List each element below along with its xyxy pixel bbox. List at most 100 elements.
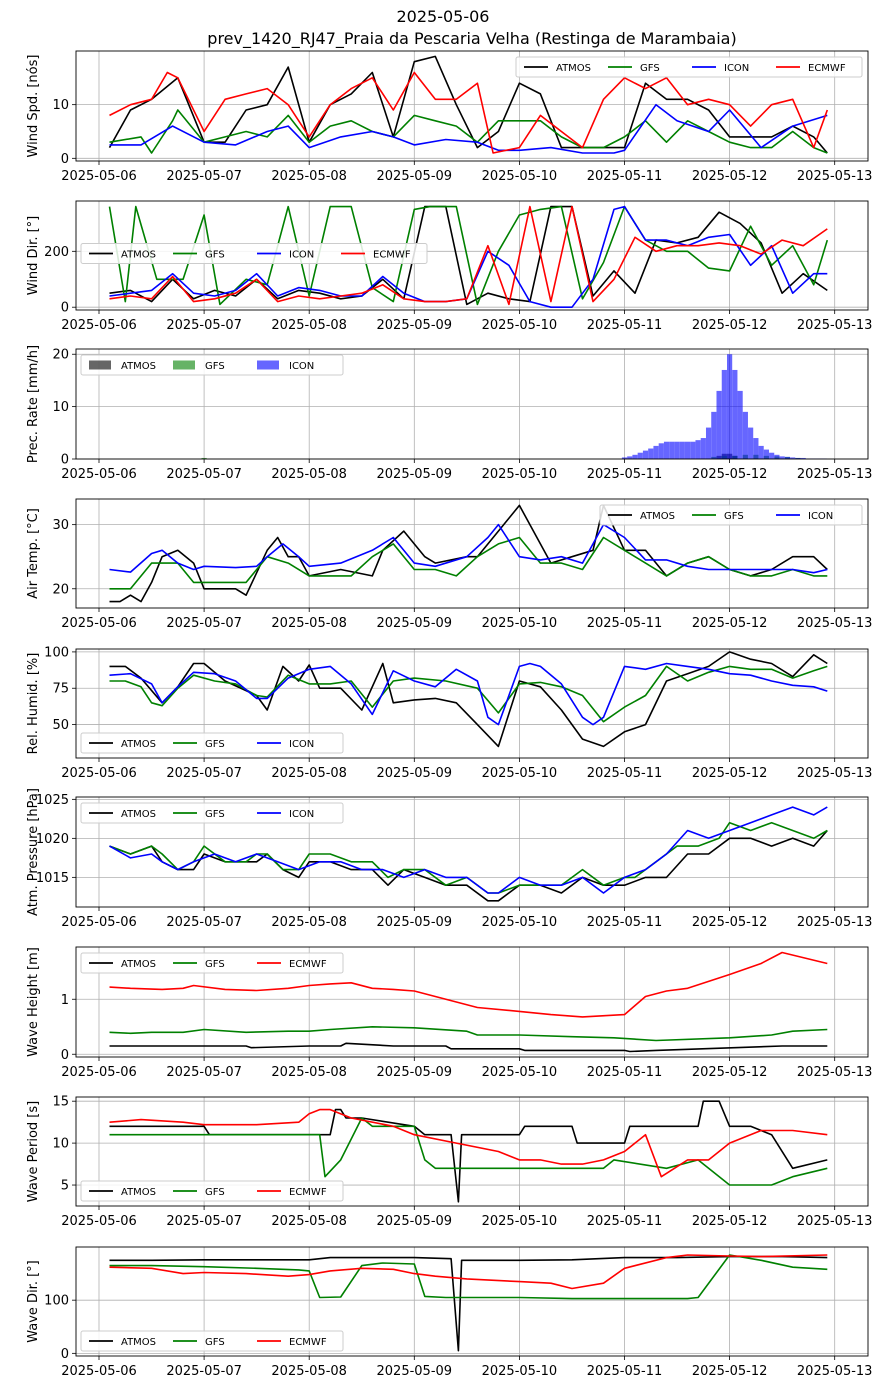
x-tick-label: 2025-05-08 [271,616,347,631]
x-tick-label: 2025-05-11 [587,1065,663,1080]
series-line-ecmwf [109,205,828,306]
series-line-gfs [109,1254,828,1300]
legend-label: ATMOS [121,361,156,372]
bar-icon [790,457,796,459]
legend-label: ECMWF [808,63,846,74]
x-tick-label: 2025-05-08 [271,467,347,482]
plot-area [108,55,829,154]
x-tick-label: 2025-05-07 [166,915,242,930]
y-tick-label: 100 [44,1294,69,1309]
x-tick-label: 2025-05-12 [692,1065,768,1080]
x-tick-label: 2025-05-07 [166,318,242,333]
legend: ATMOS GFS ICON [80,732,344,754]
x-tick-label: 2025-05-09 [377,616,453,631]
x-tick-label: 2025-05-13 [797,1214,873,1229]
y-tick-label: 75 [52,682,69,697]
series-line-gfs [109,665,828,723]
bar-icon [737,390,743,459]
legend-label: GFS [205,1187,225,1198]
bar-icon [753,438,759,459]
x-tick-label: 2025-05-12 [692,1364,768,1379]
y-tick-label: 1 [61,993,69,1008]
bar-icon [711,411,717,459]
x-tick-label: 2025-05-11 [587,915,663,930]
x-tick-label: 2025-05-07 [166,1364,242,1379]
y-tick-label: 10 [52,1137,69,1152]
axes-frame [75,648,869,759]
bar-icon [653,445,659,459]
x-tick-label: 2025-05-09 [377,915,453,930]
y-tick-label: 30 [52,518,69,533]
bar-icon [769,452,775,459]
plot-area [109,806,828,902]
series-line-atmos [109,1255,828,1352]
legend: ATMOS GFS ICON [80,802,344,824]
x-tick-label: 2025-05-09 [377,1065,453,1080]
bar-icon [721,369,727,459]
legend-label: ATMOS [556,63,591,74]
x-tick-label: 2025-05-06 [61,1214,137,1229]
y-tick-label: 10 [52,400,69,415]
x-tick-label: 2025-05-08 [271,1214,347,1229]
plot-area [201,354,827,459]
bar-icon [779,456,785,459]
bar-icon [763,449,769,459]
legend-label: GFS [205,809,225,820]
x-tick-label: 2025-05-10 [482,318,558,333]
panel-6: 2025-05-06 2025-05-07 2025-05-08 2025-05-09… [26,788,872,930]
x-tick-label: 2025-05-12 [692,169,768,184]
x-tick-label: 2025-05-09 [377,766,453,781]
plot-area [109,1100,828,1203]
legend-label: ATMOS [121,809,156,820]
axes-frame [75,498,869,609]
series-line-icon [109,662,828,726]
plot-area [109,951,828,1053]
legend-label: ATMOS [121,1337,156,1348]
panel-2: 2025-05-06 2025-05-07 2025-05-08 2025-05-09… [26,200,872,333]
x-tick-label: 2025-05-08 [271,318,347,333]
series-line-icon [109,205,828,309]
bar-icon [716,390,722,459]
x-tick-label: 2025-05-08 [271,169,347,184]
x-tick-label: 2025-05-11 [587,467,663,482]
x-tick-label: 2025-05-12 [692,915,768,930]
bar-icon [727,354,733,459]
series-line-gfs [109,1026,828,1042]
legend: ATMOS GFS ICON [80,354,344,376]
legend-label: ICON [289,739,314,750]
x-tick-label: 2025-05-12 [692,1214,768,1229]
bar-icon [800,457,806,459]
bar-icon [679,441,685,459]
series-line-icon [109,523,828,574]
bar-icon [621,457,628,459]
legend-box [80,354,344,376]
y-tick-label: 0 [61,301,69,316]
x-tick-label: 2025-05-12 [692,766,768,781]
x-tick-label: 2025-05-07 [166,766,242,781]
x-tick-label: 2025-05-12 [692,318,768,333]
x-tick-label: 2025-05-08 [271,915,347,930]
legend-swatch-gfs [173,360,195,370]
x-tick-label: 2025-05-09 [377,467,453,482]
legend-box [80,732,344,754]
legend-label: ATMOS [121,1187,156,1198]
legend-label: ECMWF [373,249,411,260]
legend-label: GFS [205,1337,225,1348]
x-tick-label: 2025-05-13 [797,467,873,482]
legend-label: ATMOS [121,739,156,750]
series-line-atmos [109,1042,828,1053]
legend-box [80,1330,344,1352]
y-axis-label: Wave Dir. [°] [26,1260,41,1343]
series-line-ecmwf [109,1108,828,1178]
bar-icon [663,441,670,459]
legend: ATMOS GFS ECMWF [80,1330,344,1352]
y-axis-label: Atm. Pressure [hPa] [26,788,41,916]
series-line-gfs [109,109,828,154]
series-line-ecmwf [109,951,828,1018]
legend-swatch-icon [257,360,279,370]
legend-swatch-atmos [89,360,111,370]
y-tick-label: 50 [52,718,69,733]
legend: ATMOS GFS ECMWF [80,1180,344,1202]
y-axis-label: Wind Spd. [nós] [26,55,41,158]
x-tick-label: 2025-05-13 [797,616,873,631]
